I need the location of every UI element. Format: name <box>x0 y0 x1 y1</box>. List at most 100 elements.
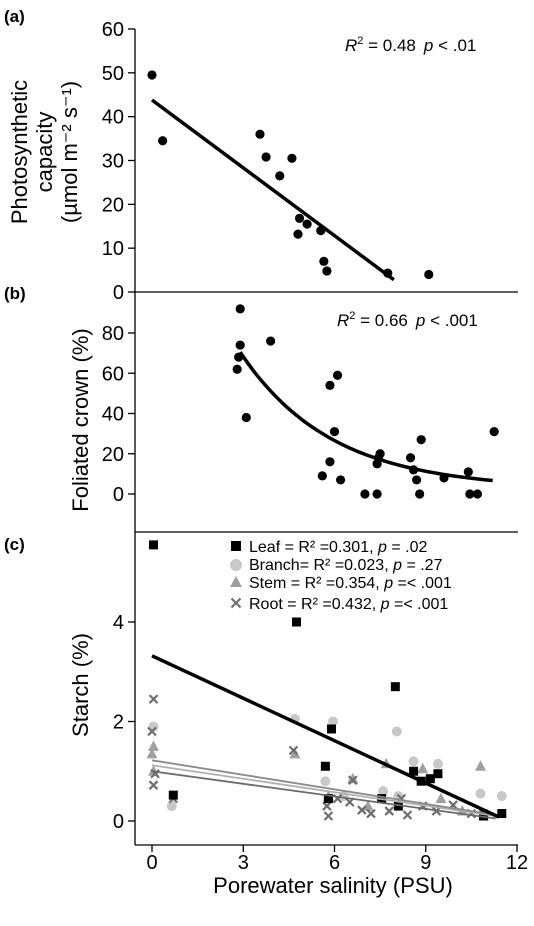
panel-c-stem-point-2 <box>146 747 158 759</box>
panel-c-root-point-1 <box>148 694 159 704</box>
x-axis-label: Porewater salinity (PSU) <box>213 873 453 898</box>
panel-c-label: (c) <box>4 535 25 554</box>
panel-c-stem-point-6 <box>347 772 359 784</box>
panel-c-root-point-7 <box>322 801 332 811</box>
legend-root-text: Root = R² =0.432, p =< .001 <box>249 596 448 613</box>
panel-a-point-7 <box>294 213 305 223</box>
panel-c-branch-point-4 <box>327 716 338 727</box>
panel-c-root-point-11 <box>347 775 358 785</box>
panel-b-point-26 <box>472 489 483 499</box>
panel-c-root-fit-line <box>151 770 496 820</box>
panel-a-ylabel: Photosynthetic capacity (µmol m⁻² s⁻¹) <box>7 80 82 224</box>
panel-c-leaf-point-7 <box>390 682 400 692</box>
panel-b-point-7 <box>325 380 335 390</box>
plot-frame <box>134 29 518 846</box>
panel-b-point-4 <box>232 364 242 374</box>
panel-c-branch-point-8 <box>432 758 443 769</box>
panel-b-point-20 <box>416 435 426 445</box>
legend-stem-text: Stem = R² =0.354, p =< .001 <box>249 575 452 592</box>
panel-b-point-8 <box>332 370 343 380</box>
panel-c-ytick-label-4: 4 <box>113 612 124 634</box>
panel-c-stem-point-10 <box>435 792 447 804</box>
legend-stem-p-letter: p <box>383 575 393 592</box>
panel-b-ylabel: Foliated crown (%) <box>68 328 93 511</box>
legend-branch-label: Branch= R² =0.023, <box>249 557 393 574</box>
panel-a-ytick-label-50: 50 <box>102 63 124 85</box>
panel-a-ylabel-line-2: capacity <box>32 112 57 193</box>
panel-c-root-point-16 <box>402 810 413 820</box>
panel-c-root-point-14 <box>384 806 395 816</box>
legend-leaf-text: Leaf = R² =0.301, p = .02 <box>249 539 427 556</box>
panel-c-branch-point-2 <box>166 801 177 812</box>
panel-b-point-11 <box>317 471 327 481</box>
panel-a-annotation: R2 = 0.48 p < .01 <box>345 35 476 55</box>
panel-c-marks: 0 2 4 0 3 6 9 12 <box>113 540 528 874</box>
panel-c-ylabel: Starch (%) <box>68 633 93 737</box>
panel-c-root-point-2 <box>147 726 157 737</box>
panel-b-point-10 <box>325 457 335 467</box>
panel-c-branch-point-9 <box>378 786 389 797</box>
panel-a-ytick-label-30: 30 <box>102 151 124 173</box>
legend: Leaf = R² =0.301, p = .02 Branch= R² =0.… <box>230 539 452 613</box>
legend-root-p-value: =< .001 <box>390 596 449 613</box>
legend-item-root: Root = R² =0.432, p =< .001 <box>230 596 448 613</box>
panel-b-ytick-label-60: 60 <box>102 363 124 385</box>
panel-c-ytick-label-2: 2 <box>113 712 124 734</box>
panel-c-stem-point-1 <box>148 740 160 751</box>
xtick-label-12: 12 <box>506 852 528 874</box>
panel-c-leaf-point-14 <box>497 809 507 819</box>
xtick-label-6: 6 <box>329 852 340 874</box>
panel-c-root-point-8 <box>323 811 334 821</box>
legend-stem-label: Stem = R² =0.354, <box>249 575 384 592</box>
panel-c-root-point-13 <box>366 808 376 819</box>
panel-c-leaf-point-4 <box>320 761 330 771</box>
panel-b-point-12 <box>335 475 346 485</box>
panel-a-point-14 <box>424 269 434 280</box>
panel-b-r2-letter: R <box>337 311 349 330</box>
panel-b-point-24 <box>463 467 473 477</box>
panel-c-leaf-point-2 <box>168 790 178 800</box>
panel-b-point-21 <box>412 475 422 485</box>
panel-c-leaf-fit-line <box>151 654 500 819</box>
panel-b-ytick-label-40: 40 <box>102 404 124 426</box>
panel-a-point-2 <box>158 136 168 146</box>
panel-a-r2-value: = 0.48 <box>363 36 415 55</box>
panel-c-branch-point-7 <box>408 756 419 767</box>
panel-b-point-25 <box>465 489 475 499</box>
panel-a-point-3 <box>255 129 265 139</box>
panel-b-point-2 <box>235 340 245 350</box>
panel-a-ytick-label-0: 0 <box>113 282 124 304</box>
panel-a: (a) Photosynthetic capacity (µmol m⁻² s⁻… <box>4 7 476 304</box>
panel-b: (b) Foliated crown (%) R2 = 0.66 p < .001… <box>4 284 499 512</box>
panel-a-label: (a) <box>4 7 25 26</box>
panel-a-p-value: < .01 <box>433 36 476 55</box>
panel-a-marks: 0 10 20 30 40 50 60 <box>102 19 434 304</box>
legend-leaf-label: Leaf = R² =0.301, <box>249 539 378 556</box>
panel-b-p-value: < .001 <box>425 311 477 330</box>
panel-c-stem-point-9 <box>475 760 486 771</box>
panel-c-leaf-point-8 <box>409 766 419 776</box>
panel-c-root-point-12 <box>357 805 367 815</box>
panel-c-branch-point-12 <box>496 791 507 802</box>
panel-b-ytick-label-0: 0 <box>113 484 124 506</box>
panel-c-branch-point-5 <box>320 776 331 787</box>
panel-c-branch-point-6 <box>391 726 402 737</box>
panel-a-point-1 <box>147 70 157 80</box>
panel-a-point-5 <box>275 171 285 181</box>
panel-b-r2-sup: 2 <box>349 310 355 322</box>
panel-c: (c) Starch (%) Porewater salinity (PSU) … <box>4 535 528 898</box>
legend-item-branch: Branch= R² =0.023, p = .27 <box>230 557 443 574</box>
legend-leaf-marker <box>231 541 241 551</box>
panel-b-ytick-label-80: 80 <box>102 323 124 345</box>
panel-c-ytick-label-0: 0 <box>113 811 124 833</box>
legend-leaf-p-letter: p <box>377 539 387 556</box>
legend-branch-text: Branch= R² =0.023, p = .27 <box>249 557 443 574</box>
panel-c-leaf-point-6 <box>323 794 333 804</box>
panel-c-branch-point-11 <box>475 788 486 799</box>
panel-c-stem-fit-line <box>151 759 496 816</box>
panel-b-point-13 <box>360 489 370 499</box>
panel-a-point-9 <box>302 219 312 229</box>
panel-a-ylabel-line-1: Photosynthetic <box>7 80 32 224</box>
panel-b-fit-curve <box>238 351 493 483</box>
panel-a-r2-sup: 2 <box>357 35 363 47</box>
